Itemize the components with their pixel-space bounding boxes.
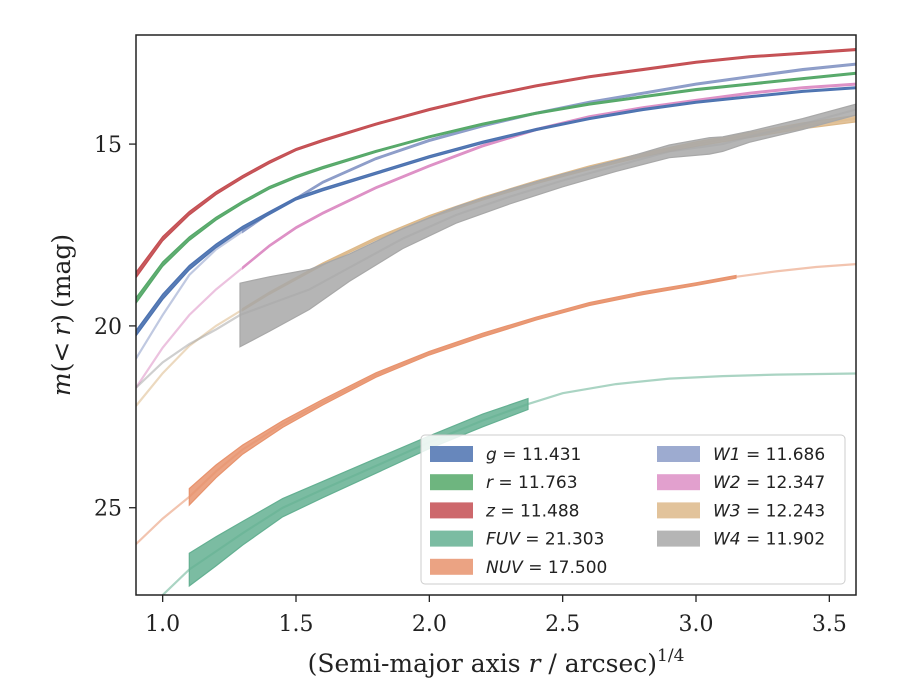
legend-label-W4: W4 = 11.902 — [713, 530, 825, 550]
legend-label-FUV: FUV = 21.303 — [486, 530, 604, 550]
series-W2 — [136, 82, 856, 389]
x-axis: 1.0 1.5 2.0 2.5 3.0 3.5 — [145, 595, 847, 637]
y-tick-label: 20 — [94, 315, 122, 340]
series-line-W4 — [136, 108, 856, 389]
series-W3 — [136, 114, 856, 407]
series-W4 — [136, 103, 856, 389]
legend-label-z: z = 11.488 — [485, 501, 579, 521]
legend-swatch-W2 — [657, 474, 700, 491]
series-band-NUV — [188, 274, 737, 507]
series-NUV — [136, 263, 856, 545]
legend-label-r: r = 11.763 — [486, 473, 578, 493]
series-r — [136, 71, 856, 305]
series-band-r — [136, 71, 856, 305]
x-tick-label: 3.5 — [812, 612, 847, 637]
legend-swatch-W1 — [657, 446, 700, 462]
series-W1 — [136, 62, 856, 360]
series-FUV — [161, 372, 856, 595]
series-band-z — [136, 47, 856, 279]
series-band-g — [136, 86, 856, 337]
legend-label-W1: W1 = 11.686 — [713, 445, 825, 465]
y-tick-label: 15 — [94, 133, 122, 158]
legend-swatch-W3 — [657, 502, 700, 519]
x-tick-label: 3.0 — [679, 612, 714, 637]
x-tick-label: 2.5 — [545, 612, 580, 637]
legend-swatch-r — [430, 474, 473, 491]
legend-swatch-g — [430, 446, 473, 462]
legend-swatch-FUV — [430, 530, 473, 547]
y-tick-label: 25 — [94, 497, 122, 522]
legend: g = 11.431 W1 = 11.686 r = 11.763 W2 = 12.3… — [420, 434, 846, 585]
legend-label-g: g = 11.431 — [486, 445, 581, 465]
series-z — [136, 47, 856, 279]
y-axis: 15 20 25 — [94, 133, 136, 522]
series-band-FUV — [188, 397, 529, 588]
series-g — [136, 86, 856, 337]
series-band-W1 — [242, 62, 856, 234]
plot-frame — [135, 34, 857, 596]
series-band-W3 — [242, 114, 856, 312]
legend-label-W3: W3 = 12.243 — [713, 501, 825, 521]
series-band-W4 — [239, 103, 856, 348]
legend-box — [420, 434, 846, 585]
x-axis-label: (Semi-major axis r / arcsec)1/4 — [308, 646, 685, 678]
legend-swatch-NUV — [430, 558, 473, 575]
y-axis-label: m(<r)(mag) — [47, 234, 76, 396]
x-tick-label: 1.0 — [145, 612, 180, 637]
legend-label-NUV: NUV = 17.500 — [486, 558, 607, 578]
plot-area — [136, 47, 856, 595]
series-band-W2 — [242, 82, 856, 270]
legend-swatch-z — [430, 502, 473, 519]
legend-swatch-W4 — [657, 530, 700, 547]
x-tick-label: 2.0 — [412, 612, 447, 637]
legend-label-W2: W2 = 12.347 — [713, 473, 825, 493]
series-line-W3 — [136, 117, 856, 407]
x-tick-label: 1.5 — [279, 612, 314, 637]
